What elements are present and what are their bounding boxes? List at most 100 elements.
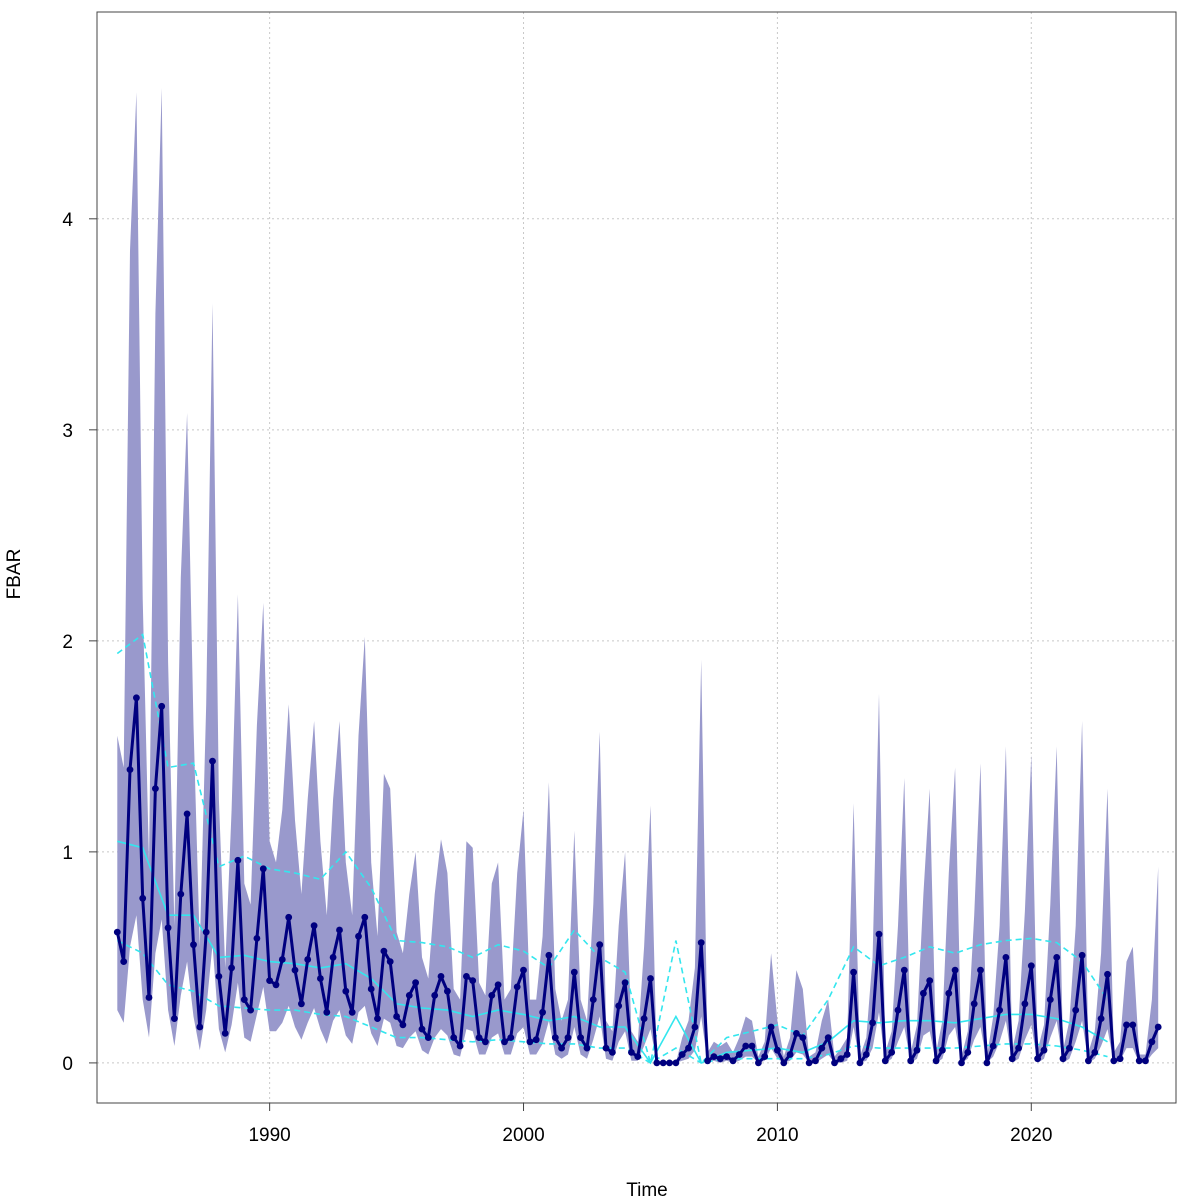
fbar-point (989, 1042, 997, 1050)
fbar-point (152, 785, 159, 792)
x-tick-label: 1990 (248, 1125, 290, 1146)
fbar-point (1148, 1038, 1156, 1046)
fbar-point (615, 1002, 623, 1010)
fbar-point (907, 1057, 915, 1065)
x-tick-label: 2020 (1010, 1125, 1052, 1146)
fbar-point (602, 1044, 610, 1052)
fbar-point (564, 1034, 572, 1041)
fbar-point (678, 1051, 686, 1058)
fbar-point (932, 1057, 940, 1065)
fbar-point (1046, 996, 1054, 1003)
fbar-point (494, 981, 502, 989)
fbar-point (431, 992, 439, 999)
fbar-point (342, 987, 350, 995)
x-axis-label: Time (626, 1180, 668, 1200)
fbar-point (1008, 1055, 1016, 1063)
fbar-point (1104, 970, 1111, 978)
grid-lines (97, 12, 1176, 1103)
fbar-point (259, 865, 267, 873)
fbar-point (1027, 962, 1035, 970)
fbar-point (278, 956, 286, 963)
fbar-point (589, 996, 597, 1003)
fbar-point (228, 964, 236, 972)
fbar-point (304, 956, 312, 963)
x-tick-label: 2010 (756, 1125, 798, 1146)
fbar-point (221, 1030, 229, 1037)
fbar-point (393, 1013, 400, 1020)
fbar-point (183, 810, 191, 818)
fbar-series (113, 694, 1162, 1067)
y-tick-label: 4 (62, 210, 73, 231)
fbar-point (1066, 1044, 1073, 1052)
fbar-point (774, 1046, 781, 1054)
fbar-point (926, 977, 934, 984)
uncertainty-band (117, 88, 1159, 1063)
fbar-point (266, 977, 273, 984)
fbar-point (1078, 951, 1086, 959)
fbar-point (450, 1034, 458, 1041)
fbar-point (539, 1008, 546, 1016)
fbar-point (133, 694, 140, 702)
fbar-point (367, 985, 375, 993)
x-tick-label: 2000 (502, 1125, 544, 1146)
fbar-point (780, 1059, 788, 1067)
fbar-point (209, 757, 216, 765)
fbar-point (424, 1034, 432, 1041)
fbar-point (570, 968, 578, 976)
fbar-point (196, 1023, 204, 1031)
fbar-point (735, 1051, 743, 1058)
fbar-point (501, 1038, 508, 1046)
fbar-point (609, 1049, 616, 1056)
fbar-point (659, 1059, 667, 1067)
fbar-point (507, 1034, 515, 1041)
fbar-point (799, 1034, 807, 1041)
fbar-point (253, 935, 261, 942)
y-tick-label: 0 (62, 1054, 73, 1075)
fbar-point (1091, 1049, 1099, 1056)
fbar-point (640, 1015, 648, 1022)
fbar-point (444, 987, 451, 995)
fbar-point (894, 1006, 902, 1014)
fbar-point (1021, 1000, 1029, 1008)
fbar-point (939, 1046, 946, 1054)
fbar-point (164, 924, 172, 932)
fbar-point (945, 989, 953, 997)
y-tick-label: 2 (62, 632, 73, 653)
fbar-point (996, 1006, 1003, 1014)
fbar-point (336, 926, 343, 934)
fbar-point (862, 1051, 870, 1058)
fbar-point (729, 1057, 737, 1065)
fbar-point (786, 1051, 794, 1058)
fbar-point (666, 1059, 673, 1067)
fbar-point (1123, 1021, 1130, 1029)
y-tick-label: 3 (62, 421, 73, 442)
fbar-point (456, 1042, 464, 1050)
smooth-upper-line (116, 633, 1109, 1065)
fbar-point (386, 958, 394, 965)
fbar-point (482, 1038, 489, 1046)
fbar-point (856, 1059, 864, 1067)
fbar-point (475, 1034, 483, 1041)
fbar-point (190, 941, 197, 949)
fbar-point (577, 1034, 584, 1041)
y-tick-label: 1 (62, 843, 73, 864)
fbar-point (317, 975, 324, 982)
fbar-point (120, 958, 128, 965)
fbar-point (716, 1055, 724, 1063)
fbar-point (1072, 1006, 1080, 1014)
fbar-point (558, 1044, 565, 1052)
fbar-point (1059, 1055, 1067, 1063)
fbar-point (685, 1044, 692, 1052)
fbar-point (818, 1044, 826, 1052)
y-axis-label: FBAR (4, 549, 25, 600)
fbar-point (843, 1051, 851, 1058)
fbar-point (177, 890, 185, 898)
fbar-point (837, 1055, 845, 1063)
fbar-point (831, 1059, 838, 1067)
fbar-point (793, 1030, 800, 1037)
fbar-point (234, 856, 242, 864)
fbar-point (1053, 954, 1061, 961)
fbar-point (1002, 954, 1010, 961)
fbar-point (869, 1019, 876, 1027)
